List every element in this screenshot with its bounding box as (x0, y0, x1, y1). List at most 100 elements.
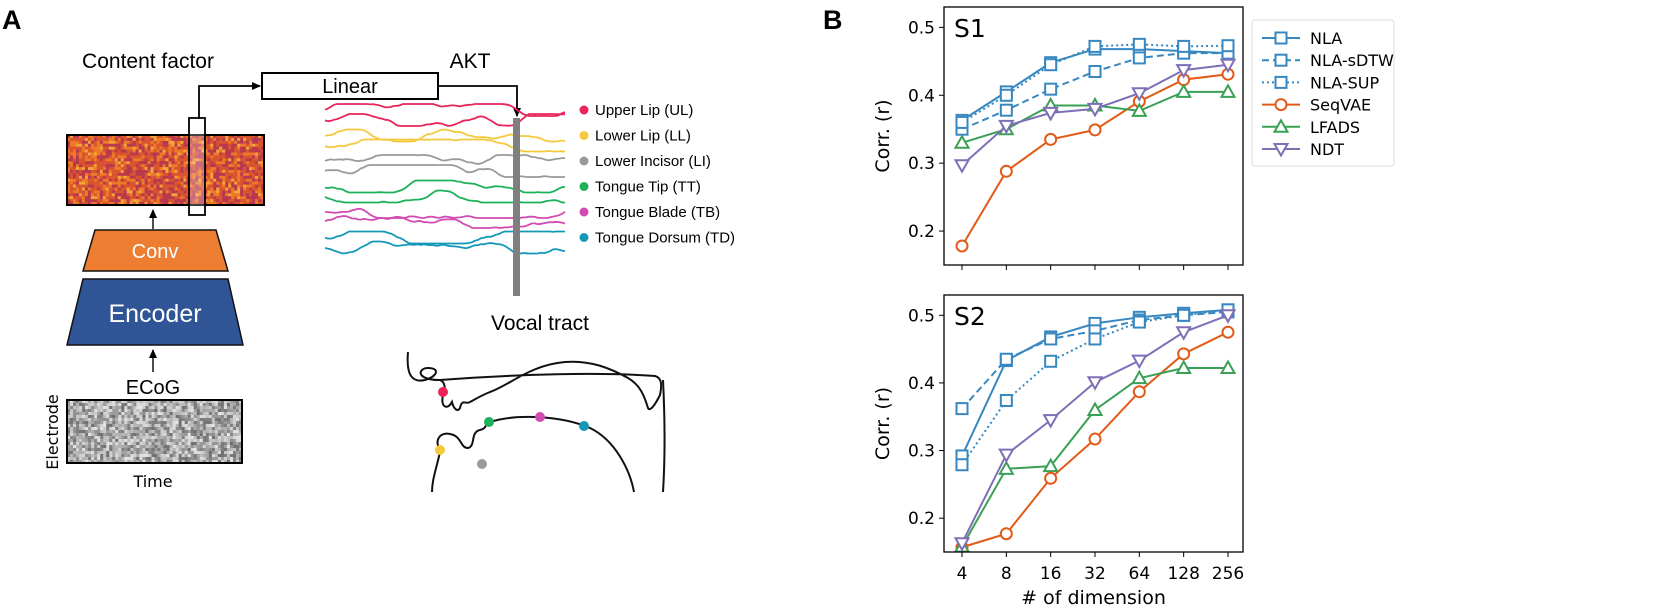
akt-trace (324, 113, 566, 127)
akt-trace (324, 240, 566, 255)
sensor-dot (477, 459, 487, 469)
plot-frame (943, 6, 1244, 266)
chart-title: S2 (954, 302, 986, 331)
legend-dot-icon (579, 233, 589, 242)
vocal-tract-sensors (435, 387, 589, 469)
legend-label: NDT (1310, 140, 1344, 159)
series-seqvae (955, 325, 1235, 552)
square-marker (999, 394, 1013, 408)
legend-entry: NLA-SUP (1262, 73, 1379, 92)
legend-entry: NLA-sDTW (1262, 51, 1394, 70)
x-tick-label: 32 (1084, 564, 1106, 584)
triangle-up-marker (1272, 118, 1290, 133)
square-marker (1132, 315, 1146, 329)
triangle-up-marker (1042, 457, 1059, 473)
articulator-legend: Upper Lip (UL) Lower Lip (LL) Lower Inciso… (579, 102, 735, 247)
triangle-up-marker (998, 460, 1015, 475)
triangle-down-marker (1086, 102, 1104, 118)
y-tick-label: 0.3 (908, 154, 935, 174)
ecog-frame (66, 399, 243, 464)
triangle-down-marker (1175, 326, 1192, 341)
circle-marker (999, 164, 1013, 178)
square-marker (1274, 75, 1288, 89)
encoder-block (66, 278, 244, 346)
time-axis-label: Time (132, 472, 172, 491)
arrow-to-linear (198, 82, 261, 118)
triangle-down-marker (1042, 106, 1059, 122)
triangle-up-marker (1175, 359, 1192, 375)
y-tick-label: 0.3 (908, 442, 935, 462)
triangle-down-marker (1131, 87, 1148, 102)
y-tick-label: 0.2 (908, 509, 935, 529)
time-cursor-bar (513, 118, 520, 296)
legend-label: NLA (1310, 29, 1342, 48)
legend-dot-icon (579, 131, 589, 140)
circle-marker (1221, 325, 1235, 339)
legend-label: SeqVAE (1310, 96, 1371, 115)
akt-trace (324, 215, 566, 229)
akt-trace (324, 128, 566, 143)
akt-trace (324, 230, 565, 245)
square-marker (1044, 332, 1058, 346)
circle-marker (1177, 347, 1191, 361)
articulator-legend-label: Lower Incisor (LI) (595, 153, 711, 170)
square-marker (955, 458, 969, 472)
triangle-down-marker (1042, 414, 1059, 429)
square-marker (955, 402, 969, 416)
chart-s2: 0.2 0.3 0.4 0.5 4 8 16 32 64 128 256 Corr. (r) # of … (872, 294, 1244, 607)
legend-dot-icon (579, 156, 589, 166)
akt-trace (324, 189, 565, 204)
square-marker (1274, 53, 1288, 67)
circle-marker (999, 527, 1013, 541)
triangle-up-marker (1131, 102, 1148, 117)
legend-dot-icon (579, 182, 589, 191)
square-marker (1274, 31, 1288, 45)
y-tick-label: 0.4 (908, 86, 935, 106)
series-nla-sdtw (955, 46, 1235, 136)
articulator-legend-label: Upper Lip (UL) (595, 102, 693, 119)
triangle-down-marker (1175, 64, 1192, 79)
articulator-legend-label: Lower Lip (LL) (595, 128, 691, 145)
akt-trace (324, 138, 566, 153)
x-axis-label: # of dimension (1021, 587, 1166, 607)
akt-trace (324, 103, 566, 117)
sensor-dot (435, 445, 445, 455)
triangle-down-marker (1219, 309, 1237, 324)
content-factor-title: Content factor (82, 50, 214, 73)
chart-legend: NLA NLA-sDTW NLA-SUP SeqVAE LFADS NDT (1251, 19, 1395, 167)
square-marker (999, 103, 1013, 117)
content-factor-frame (66, 134, 265, 206)
time-slice-highlight (188, 117, 206, 216)
x-tick-label: 16 (1040, 564, 1062, 584)
legend-entry: NDT (1262, 140, 1344, 159)
conv-label: Conv (132, 241, 179, 263)
articulator-legend-label: Tongue Blade (TB) (595, 204, 720, 221)
triangle-down-marker (953, 537, 971, 552)
ecog-label: ECoG (126, 377, 180, 399)
x-tick-label: 4 (957, 564, 968, 584)
triangle-down-marker (998, 119, 1015, 135)
ecog-heatmap (67, 400, 243, 464)
vocal-tract-drawing (406, 351, 666, 493)
articulator-legend-label: Tongue Dorsum (TD) (595, 230, 735, 247)
square-marker (955, 115, 969, 129)
plot-frame (943, 294, 1244, 553)
x-tick-label: 64 (1129, 564, 1151, 584)
circle-marker (1044, 471, 1058, 485)
chart-s1: 0.2 0.3 0.4 0.5 Corr. (r) S1 (872, 6, 1244, 270)
triangle-down-marker (998, 448, 1015, 464)
square-marker (1132, 51, 1146, 65)
square-marker (1088, 65, 1102, 78)
square-marker (1044, 58, 1058, 72)
encoder-label: Encoder (108, 300, 201, 328)
square-marker (999, 88, 1013, 102)
triangle-down-marker (1219, 58, 1237, 74)
conv-block (81, 229, 230, 272)
akt-traces (324, 103, 566, 255)
electrode-axis-label: Electrode (43, 394, 62, 469)
linear-label: Linear (322, 76, 378, 98)
y-axis-label: Corr. (r) (872, 99, 894, 172)
triangle-up-marker (1175, 83, 1192, 98)
circle-marker (1132, 385, 1146, 399)
